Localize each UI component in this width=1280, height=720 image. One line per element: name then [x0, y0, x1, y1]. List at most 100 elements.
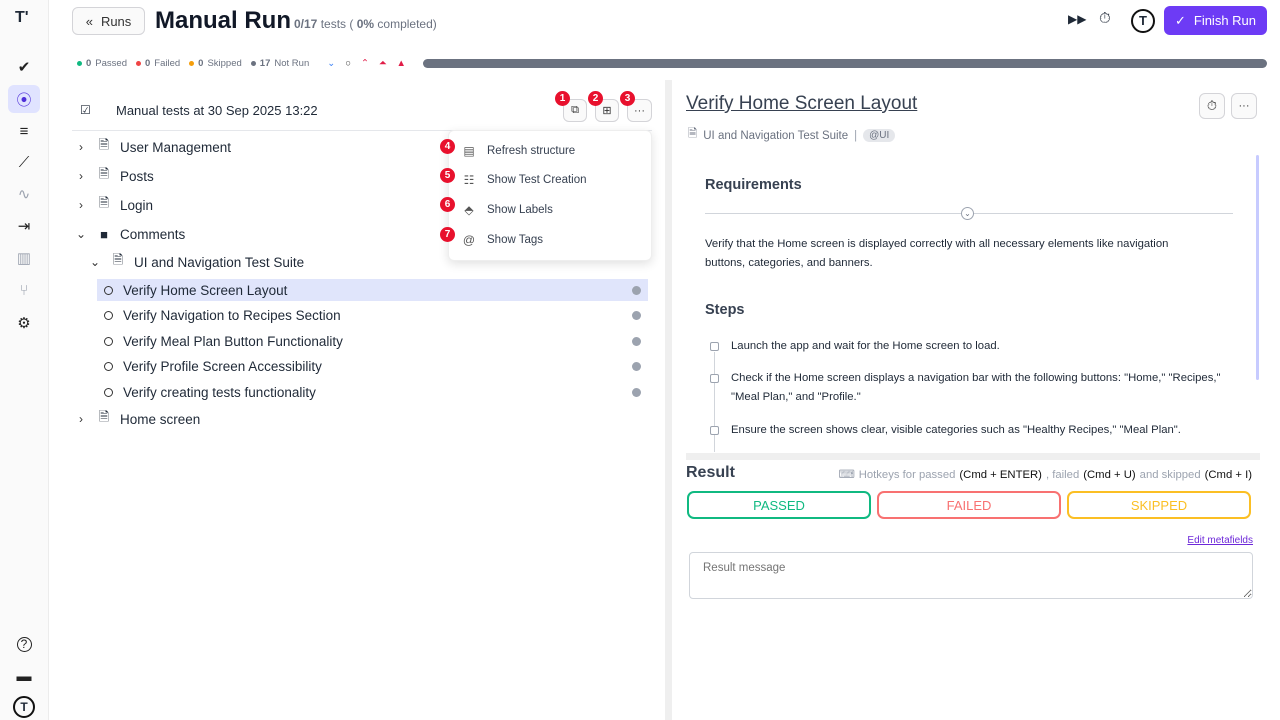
check-icon[interactable]: ✔	[17, 59, 31, 76]
menu-item-show-labels[interactable]: ⬘ Show Labels	[461, 203, 552, 217]
priority-low-icon[interactable]: ⌄	[327, 58, 336, 69]
page-title: Manual Run	[155, 7, 291, 34]
play-circle-icon[interactable]: ⦿	[8, 85, 40, 113]
double-chevron-left-icon: «	[85, 13, 93, 29]
timer-button[interactable]: ⏱	[1199, 93, 1225, 119]
status-dot	[632, 336, 641, 346]
chevron-right-icon[interactable]: ›	[79, 412, 83, 426]
menu-item-refresh-structure[interactable]: ▤ Refresh structure	[461, 144, 575, 158]
options-menu: ▤ Refresh structure ☷ Show Test Creation ⬘…	[448, 130, 652, 261]
branch-icon[interactable]: ⑂	[19, 281, 29, 299]
panel-resizer[interactable]	[665, 80, 672, 720]
test-title[interactable]: Verify Home Screen Layout	[686, 93, 918, 114]
brand-avatar[interactable]: T	[1131, 9, 1155, 33]
test-row-selected[interactable]: Verify Home Screen Layout	[97, 279, 648, 301]
folder-label: Home screen	[120, 411, 201, 427]
priority-high-icon[interactable]: ⌃	[360, 58, 369, 69]
status-circle-icon	[104, 336, 113, 346]
folder-row[interactable]: ⌄ ■ Comments	[72, 222, 652, 246]
tag-badge: @UI	[863, 129, 896, 142]
result-resizer[interactable]	[686, 453, 1260, 460]
logo: T'	[15, 9, 29, 26]
test-row[interactable]: Verify Meal Plan Button Functionality	[97, 330, 648, 352]
test-label: Verify Home Screen Layout	[123, 282, 288, 298]
scrollbar[interactable]	[1256, 155, 1259, 380]
folder-row[interactable]: › 🗎 Login	[72, 193, 652, 217]
priority-normal-icon[interactable]: ○	[345, 58, 351, 69]
edit-metafields-link[interactable]: Edit metafields	[1187, 535, 1253, 546]
status-summary: 0 Passed 0 Failed 0 Skipped 17 Not Run ⌄ ○ ⌃…	[77, 58, 406, 69]
steps-icon[interactable]: ⟋	[18, 153, 30, 171]
requirements-text: Verify that the Home screen is displayed…	[705, 238, 1169, 269]
chevron-right-icon[interactable]: ›	[79, 169, 83, 183]
more-options-button[interactable]: ···	[627, 99, 652, 122]
status-dot	[632, 285, 641, 295]
suite-row[interactable]: ⌄ 🗎 UI and Navigation Test Suite	[86, 250, 666, 274]
skipped-button[interactable]: SKIPPED	[1067, 491, 1251, 519]
finish-label: Finish Run	[1193, 13, 1257, 28]
status-dot	[632, 387, 641, 397]
chevron-down-icon[interactable]: ⌄	[89, 255, 101, 269]
priority-blocker-icon[interactable]: ▲	[396, 58, 406, 69]
badge: 4	[440, 139, 455, 154]
suite-label: UI and Navigation Test Suite	[134, 254, 305, 270]
folder-row[interactable]: › 🗎 User Management	[72, 135, 652, 159]
refresh-structure-icon: ▤	[463, 144, 475, 158]
test-row[interactable]: Verify Profile Screen Accessibility	[97, 355, 648, 377]
status-circle-icon	[104, 361, 113, 371]
checklist-icon: ☑	[80, 103, 91, 117]
test-label: Verify Meal Plan Button Functionality	[123, 333, 343, 349]
test-label: Verify creating tests functionality	[123, 384, 316, 400]
fast-forward-icon[interactable]: ▶▶	[1068, 12, 1087, 26]
status-circle-icon	[104, 387, 113, 397]
collapse-chevron-icon[interactable]: ⌄	[961, 207, 974, 220]
passed-button[interactable]: PASSED	[687, 491, 871, 519]
menu-item-show-tags[interactable]: @ Show Tags	[462, 233, 544, 247]
status-dot	[632, 361, 641, 371]
list-check-icon[interactable]: ≡	[19, 122, 29, 140]
step-checkbox[interactable]	[710, 426, 719, 435]
priority-critical-icon[interactable]: ⏶	[378, 58, 387, 69]
chevron-right-icon[interactable]: ›	[79, 198, 83, 212]
test-row[interactable]: Verify creating tests functionality	[97, 381, 648, 403]
tag-icon: ⬘	[464, 203, 474, 217]
tree-structure-button[interactable]: ⊞	[595, 99, 619, 122]
badge: 1	[555, 91, 570, 106]
badge: 6	[440, 197, 455, 212]
chevron-right-icon[interactable]: ›	[79, 140, 83, 154]
chevron-down-icon[interactable]: ⌄	[75, 227, 87, 241]
folder-row[interactable]: › 🗎 Home screen	[72, 407, 652, 431]
folder-label: Posts	[120, 168, 154, 184]
add-note-icon: ☷	[463, 173, 475, 187]
avatar[interactable]: T	[13, 696, 35, 718]
copy-add-button[interactable]: ⧉	[563, 99, 587, 122]
suite-file-icon: 🗎	[112, 252, 124, 267]
folder-label: Comments	[120, 226, 186, 242]
failed-button[interactable]: FAILED	[877, 491, 1061, 519]
result-message-input[interactable]	[689, 552, 1253, 599]
menu-item-show-test-creation[interactable]: ☷ Show Test Creation	[461, 173, 587, 187]
folder-row[interactable]: › 🗎 Posts	[72, 164, 652, 188]
chart-icon[interactable]: ▥	[16, 250, 32, 267]
timer-icon[interactable]: ⏱	[1099, 10, 1111, 27]
more-button[interactable]: ···	[1231, 93, 1257, 119]
step-checkbox[interactable]	[710, 342, 719, 351]
keyboard-icon: ⌨	[838, 469, 855, 481]
import-icon[interactable]: ⇥	[17, 218, 31, 235]
step-checkbox[interactable]	[710, 374, 719, 383]
suite-link[interactable]: UI and Navigation Test Suite	[703, 129, 849, 142]
status-circle-icon	[104, 310, 113, 320]
step-item: Ensure the screen shows clear, visible c…	[710, 421, 1230, 440]
sidebar: T' ✔ ⦿ ≡ ⟋ ∿ ⇥ ▥ ⑂ ⚙ ? ▬ T	[0, 0, 49, 720]
result-heading: Result	[686, 464, 735, 481]
folder-label: User Management	[120, 139, 232, 155]
back-to-runs-button[interactable]: « Runs	[72, 7, 145, 35]
test-row[interactable]: Verify Navigation to Recipes Section	[97, 304, 648, 326]
badge: 2	[588, 91, 603, 106]
pulse-icon[interactable]: ∿	[17, 186, 31, 203]
folder-icon[interactable]: ▬	[16, 667, 32, 685]
finish-run-button[interactable]: ✓ Finish Run	[1164, 6, 1267, 35]
gear-icon[interactable]: ⚙	[17, 315, 31, 332]
suite-file-icon: 🗎	[98, 137, 110, 152]
help-icon[interactable]: ?	[16, 636, 32, 652]
